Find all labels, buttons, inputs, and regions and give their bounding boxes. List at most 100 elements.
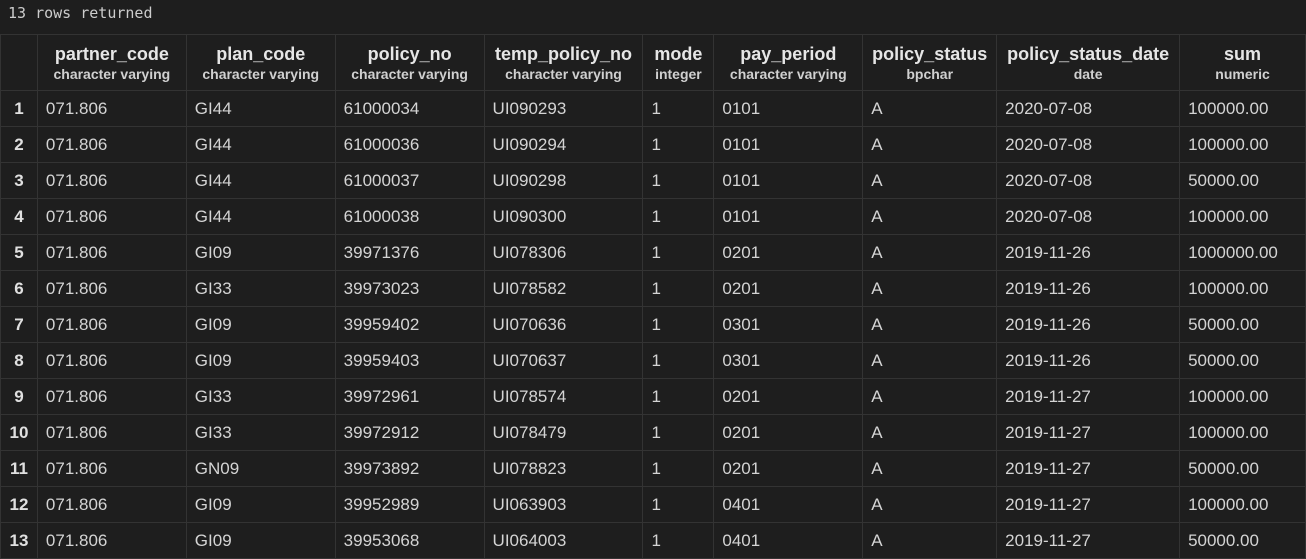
cell-sum[interactable]: 50000.00	[1179, 450, 1306, 487]
cell-plan-code[interactable]: GI09	[185, 522, 336, 559]
cell-mode[interactable]: 1	[642, 90, 715, 127]
column-header[interactable]: sum numeric	[1179, 34, 1306, 91]
table-row[interactable]: 3 071.806 GI44 61000037 UI090298 1 0101 …	[0, 162, 1306, 199]
cell-mode[interactable]: 1	[642, 378, 715, 415]
table-row[interactable]: 12 071.806 GI09 39952989 UI063903 1 0401…	[0, 486, 1306, 523]
cell-policy-status[interactable]: A	[862, 126, 998, 163]
row-number[interactable]: 3	[0, 162, 38, 199]
cell-mode[interactable]: 1	[642, 522, 715, 559]
cell-policy-status[interactable]: A	[862, 90, 998, 127]
cell-mode[interactable]: 1	[642, 306, 715, 343]
column-header[interactable]: partner_code character varying	[36, 34, 187, 91]
table-row[interactable]: 2 071.806 GI44 61000036 UI090294 1 0101 …	[0, 126, 1306, 163]
cell-plan-code[interactable]: GI09	[185, 342, 336, 379]
column-header[interactable]: policy_status bpchar	[862, 34, 998, 91]
cell-plan-code[interactable]: GI09	[185, 306, 336, 343]
cell-policy-no[interactable]: 61000037	[334, 162, 485, 199]
row-number[interactable]: 1	[0, 90, 38, 127]
cell-pay-period[interactable]: 0201	[713, 414, 864, 451]
cell-policy-status[interactable]: A	[862, 198, 998, 235]
cell-pay-period[interactable]: 0401	[713, 522, 864, 559]
table-row[interactable]: 11 071.806 GN09 39973892 UI078823 1 0201…	[0, 450, 1306, 487]
cell-temp-policy-no[interactable]: UI078574	[483, 378, 644, 415]
row-number[interactable]: 9	[0, 378, 38, 415]
cell-temp-policy-no[interactable]: UI090300	[483, 198, 644, 235]
cell-policy-status-date[interactable]: 2019-11-26	[996, 270, 1181, 307]
cell-sum[interactable]: 50000.00	[1179, 522, 1306, 559]
cell-policy-status-date[interactable]: 2019-11-27	[996, 450, 1181, 487]
cell-sum[interactable]: 50000.00	[1179, 162, 1306, 199]
cell-policy-no[interactable]: 39971376	[334, 234, 485, 271]
cell-policy-status[interactable]: A	[862, 414, 998, 451]
cell-temp-policy-no[interactable]: UI064003	[483, 522, 644, 559]
cell-pay-period[interactable]: 0101	[713, 90, 864, 127]
cell-plan-code[interactable]: GI09	[185, 486, 336, 523]
cell-temp-policy-no[interactable]: UI063903	[483, 486, 644, 523]
cell-policy-status[interactable]: A	[862, 378, 998, 415]
cell-mode[interactable]: 1	[642, 126, 715, 163]
cell-policy-status-date[interactable]: 2019-11-27	[996, 522, 1181, 559]
cell-pay-period[interactable]: 0101	[713, 198, 864, 235]
cell-policy-status-date[interactable]: 2020-07-08	[996, 162, 1181, 199]
cell-partner-code[interactable]: 071.806	[36, 234, 187, 271]
cell-pay-period[interactable]: 0201	[713, 234, 864, 271]
cell-pay-period[interactable]: 0101	[713, 126, 864, 163]
cell-policy-no[interactable]: 61000034	[334, 90, 485, 127]
cell-pay-period[interactable]: 0201	[713, 450, 864, 487]
table-row[interactable]: 8 071.806 GI09 39959403 UI070637 1 0301 …	[0, 342, 1306, 379]
cell-sum[interactable]: 100000.00	[1179, 486, 1306, 523]
cell-plan-code[interactable]: GI33	[185, 270, 336, 307]
cell-policy-no[interactable]: 39972912	[334, 414, 485, 451]
cell-pay-period[interactable]: 0301	[713, 342, 864, 379]
cell-policy-status[interactable]: A	[862, 342, 998, 379]
cell-plan-code[interactable]: GI44	[185, 162, 336, 199]
cell-temp-policy-no[interactable]: UI090294	[483, 126, 644, 163]
cell-policy-status[interactable]: A	[862, 522, 998, 559]
cell-temp-policy-no[interactable]: UI070637	[483, 342, 644, 379]
cell-policy-no[interactable]: 39959402	[334, 306, 485, 343]
cell-sum[interactable]: 50000.00	[1179, 306, 1306, 343]
table-row[interactable]: 10 071.806 GI33 39972912 UI078479 1 0201…	[0, 414, 1306, 451]
cell-policy-status-date[interactable]: 2019-11-27	[996, 414, 1181, 451]
column-header[interactable]: policy_status_date date	[996, 34, 1181, 91]
cell-mode[interactable]: 1	[642, 162, 715, 199]
cell-policy-no[interactable]: 39952989	[334, 486, 485, 523]
cell-plan-code[interactable]: GI33	[185, 378, 336, 415]
cell-policy-status[interactable]: A	[862, 450, 998, 487]
cell-pay-period[interactable]: 0301	[713, 306, 864, 343]
cell-partner-code[interactable]: 071.806	[36, 90, 187, 127]
cell-policy-status-date[interactable]: 2019-11-27	[996, 486, 1181, 523]
cell-mode[interactable]: 1	[642, 198, 715, 235]
cell-partner-code[interactable]: 071.806	[36, 198, 187, 235]
column-header[interactable]: mode integer	[642, 34, 715, 91]
cell-mode[interactable]: 1	[642, 342, 715, 379]
cell-temp-policy-no[interactable]: UI078823	[483, 450, 644, 487]
cell-partner-code[interactable]: 071.806	[36, 522, 187, 559]
cell-policy-status[interactable]: A	[862, 270, 998, 307]
cell-plan-code[interactable]: GN09	[185, 450, 336, 487]
cell-policy-status-date[interactable]: 2020-07-08	[996, 90, 1181, 127]
cell-sum[interactable]: 50000.00	[1179, 342, 1306, 379]
cell-temp-policy-no[interactable]: UI078306	[483, 234, 644, 271]
cell-mode[interactable]: 1	[642, 270, 715, 307]
table-row[interactable]: 4 071.806 GI44 61000038 UI090300 1 0101 …	[0, 198, 1306, 235]
cell-partner-code[interactable]: 071.806	[36, 414, 187, 451]
row-number[interactable]: 11	[0, 450, 38, 487]
cell-policy-status-date[interactable]: 2020-07-08	[996, 126, 1181, 163]
cell-plan-code[interactable]: GI44	[185, 198, 336, 235]
cell-policy-status[interactable]: A	[862, 234, 998, 271]
cell-policy-status-date[interactable]: 2019-11-26	[996, 342, 1181, 379]
row-number[interactable]: 10	[0, 414, 38, 451]
row-number[interactable]: 7	[0, 306, 38, 343]
cell-temp-policy-no[interactable]: UI070636	[483, 306, 644, 343]
table-row[interactable]: 1 071.806 GI44 61000034 UI090293 1 0101 …	[0, 90, 1306, 127]
cell-policy-status[interactable]: A	[862, 306, 998, 343]
cell-pay-period[interactable]: 0401	[713, 486, 864, 523]
cell-policy-no[interactable]: 39959403	[334, 342, 485, 379]
table-row[interactable]: 6 071.806 GI33 39973023 UI078582 1 0201 …	[0, 270, 1306, 307]
row-number[interactable]: 2	[0, 126, 38, 163]
cell-partner-code[interactable]: 071.806	[36, 450, 187, 487]
cell-plan-code[interactable]: GI44	[185, 126, 336, 163]
cell-policy-status-date[interactable]: 2019-11-26	[996, 306, 1181, 343]
row-number[interactable]: 8	[0, 342, 38, 379]
